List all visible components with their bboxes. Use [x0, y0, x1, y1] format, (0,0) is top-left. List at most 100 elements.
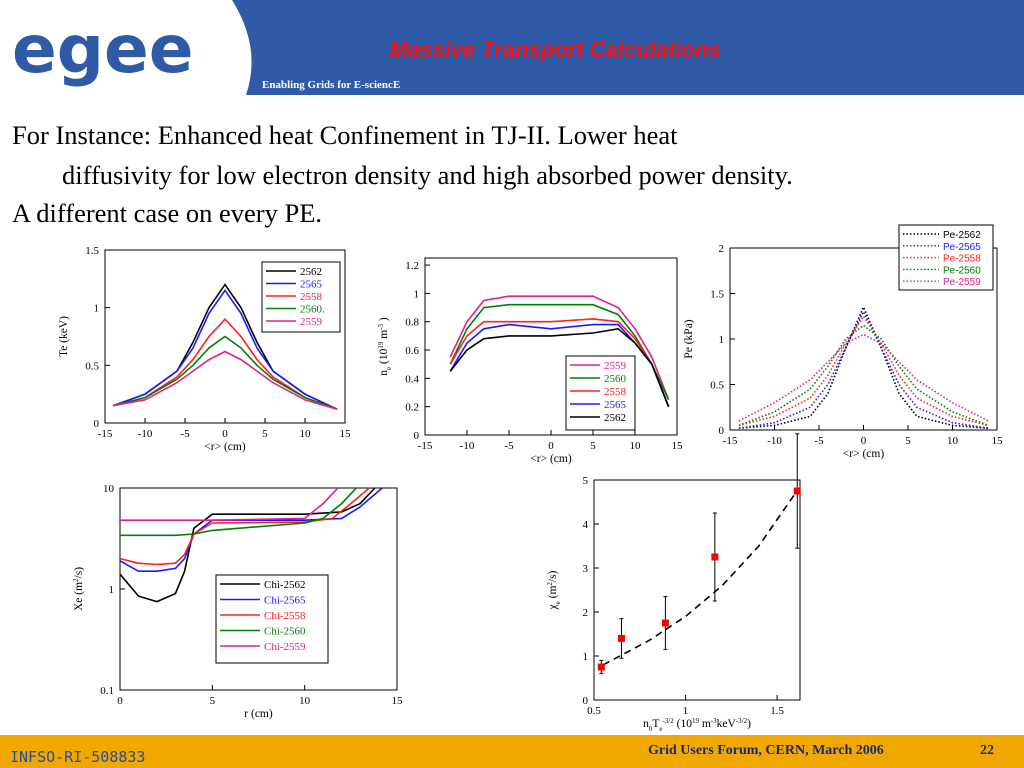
label-part: -3/2: [736, 717, 748, 725]
y-axis-label: χe (m2/s): [546, 570, 562, 610]
x-tick-label: 0: [117, 695, 123, 707]
y-tick-label: 0.1: [100, 685, 114, 697]
legend-label: Pe-2560: [943, 265, 981, 276]
x-tick-label: -15: [418, 440, 433, 452]
label-part: <r> (cm): [843, 448, 885, 460]
series-line: [738, 305, 989, 429]
logo-area: [0, 0, 252, 95]
legend-label: 2565: [604, 399, 627, 411]
plot: 0 5 10 15 0.1 1 10 r (cm) Xe (m2/s) Chi-2562 Chi-2…: [72, 483, 403, 720]
label-part: r (cm): [244, 708, 273, 720]
y-tick-label: 0.2: [405, 402, 419, 414]
y-tick-label: 1: [414, 288, 420, 300]
footer-band: [0, 735, 1024, 768]
legend-label: 2559: [300, 316, 323, 328]
label-part: Pe (kPa): [683, 319, 695, 358]
series-line: [738, 333, 989, 422]
label-part: <r> (cm): [204, 441, 246, 453]
y-tick-label: 5: [583, 475, 589, 487]
label-part: Te (keV): [58, 316, 70, 357]
y-tick-label: 1.5: [710, 289, 724, 301]
series-line: [112, 288, 338, 410]
y-tick-label: 0: [719, 425, 725, 437]
y-tick-label: 1.5: [85, 245, 99, 257]
x-tick-label: -10: [460, 440, 475, 452]
x-axis-label: n0Te-3/2 (1019 m-3keV-3/2): [643, 717, 751, 733]
label-part: m: [378, 330, 390, 342]
plot: -15 -10 -5 0 5 10 15 0 0.5 1 1.5 2 <r> (cm) Pe (kPa) P…: [683, 224, 1003, 460]
y-tick-label: 0.4: [405, 373, 419, 385]
series-line: [738, 324, 989, 427]
footer-page: 22: [980, 743, 994, 758]
label-part: e: [385, 367, 393, 370]
x-tick-label: 10: [300, 428, 312, 440]
series-line: [120, 487, 357, 537]
label-part: 2: [72, 578, 80, 582]
label-part: keV: [717, 718, 737, 730]
x-tick-label: 0: [548, 440, 554, 452]
body-line: A different case on every PE.: [12, 198, 323, 228]
label-part: -3/2: [662, 717, 674, 725]
y-tick-label: 0.5: [710, 380, 724, 392]
x-tick-label: 10: [299, 695, 311, 707]
point: [617, 634, 625, 642]
point: [597, 663, 605, 671]
legend-label: 2562: [300, 266, 322, 278]
point: [711, 553, 719, 561]
x-tick-label: 10: [947, 435, 959, 447]
legend-label: 2565: [300, 279, 323, 291]
x-axis-label: r (cm): [244, 708, 273, 720]
label-part: 19: [692, 717, 700, 725]
body-line: For Instance: Enhanced heat Confinement …: [12, 120, 678, 150]
point: [661, 619, 669, 627]
x-tick-label: 10: [630, 440, 642, 452]
series-line: [449, 318, 670, 407]
label-part: 2: [546, 582, 554, 586]
x-tick-label: 5: [210, 695, 216, 707]
label-part: ): [747, 718, 751, 730]
x-tick-label: 5: [262, 428, 268, 440]
label-part: n: [378, 370, 390, 376]
y-tick-label: 1: [94, 303, 100, 315]
plot: -15 -10 -5 0 5 10 15 0 0.2 0.4 0.6 0.8 1 1.2 <r> (cm) n…: [377, 257, 683, 465]
label-part: (10: [378, 348, 390, 366]
x-tick-label: -10: [138, 428, 153, 440]
y-tick-label: 1: [583, 651, 589, 663]
legend-label: Pe-2558: [943, 254, 981, 265]
y-tick-label: 2: [719, 243, 725, 255]
label-part: m: [699, 718, 711, 730]
label-part: /s): [73, 567, 85, 579]
y-axis-label: Pe (kPa): [683, 319, 695, 358]
legend-box: [215, 574, 329, 664]
series-line: [119, 487, 383, 572]
label-part: <r> (cm): [530, 453, 572, 465]
x-axis-label: <r> (cm): [843, 448, 885, 460]
series-line: [738, 314, 989, 427]
series-line: [449, 295, 670, 400]
y-tick-label: 0.8: [405, 317, 419, 329]
point: [793, 487, 801, 495]
slide-title: Massive Transport Calculations: [390, 37, 721, 62]
y-tick-label: 2: [583, 607, 589, 619]
x-tick-label: -15: [98, 428, 113, 440]
x-tick-label: 5: [590, 440, 596, 452]
label-part: 19: [377, 341, 385, 349]
label-part: e: [554, 601, 562, 604]
footer-event: Grid Users Forum, CERN, March 2006: [648, 743, 884, 758]
plot-frame: [593, 479, 801, 701]
y-axis-label: ne (1019 m-3 ): [377, 317, 393, 376]
y-tick-label: 1: [109, 584, 115, 596]
legend-label: Chi-2558: [264, 610, 306, 622]
y-tick-label: 0.5: [85, 360, 99, 372]
series-line: [449, 303, 670, 400]
label-part: χ: [547, 603, 559, 610]
legend-label: 2562: [604, 412, 626, 424]
x-tick-label: -5: [814, 435, 824, 447]
legend-label: 2558: [604, 386, 627, 398]
x-tick-label: 1.5: [770, 705, 784, 717]
legend-label: 2560.: [300, 304, 325, 316]
series-line: [112, 350, 338, 410]
